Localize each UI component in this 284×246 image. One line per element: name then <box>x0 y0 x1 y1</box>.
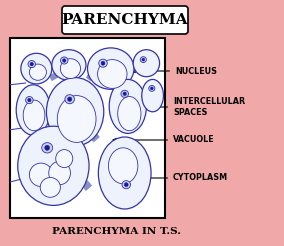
Polygon shape <box>46 123 57 133</box>
Ellipse shape <box>60 59 81 78</box>
Ellipse shape <box>151 87 153 90</box>
Ellipse shape <box>60 57 68 64</box>
Ellipse shape <box>68 97 72 101</box>
Text: INTERCELLULAR
SPACES: INTERCELLULAR SPACES <box>116 97 245 117</box>
FancyBboxPatch shape <box>62 6 188 34</box>
Polygon shape <box>49 72 58 81</box>
Polygon shape <box>89 132 100 142</box>
Ellipse shape <box>42 143 53 153</box>
Ellipse shape <box>18 126 89 205</box>
Ellipse shape <box>46 77 104 146</box>
Ellipse shape <box>49 161 70 185</box>
Ellipse shape <box>62 59 66 62</box>
Ellipse shape <box>45 145 50 150</box>
Polygon shape <box>81 180 92 191</box>
Ellipse shape <box>16 85 50 135</box>
Text: NUCLEUS: NUCLEUS <box>132 66 217 76</box>
Polygon shape <box>86 72 95 81</box>
Ellipse shape <box>124 183 128 187</box>
Ellipse shape <box>28 98 31 102</box>
Ellipse shape <box>52 50 86 80</box>
Ellipse shape <box>40 178 60 197</box>
Ellipse shape <box>142 58 145 61</box>
Text: CYTOPLASM: CYTOPLASM <box>122 173 228 183</box>
Text: VACUOLE: VACUOLE <box>113 136 215 144</box>
Ellipse shape <box>98 60 127 88</box>
Ellipse shape <box>56 150 73 168</box>
Ellipse shape <box>149 85 155 91</box>
Ellipse shape <box>133 50 160 77</box>
Ellipse shape <box>99 59 107 67</box>
Ellipse shape <box>123 92 126 96</box>
Ellipse shape <box>142 79 164 112</box>
Ellipse shape <box>140 57 146 62</box>
Ellipse shape <box>21 53 52 84</box>
Ellipse shape <box>29 163 53 186</box>
Ellipse shape <box>26 96 33 104</box>
Text: PARENCHYMA: PARENCHYMA <box>62 13 188 27</box>
Ellipse shape <box>121 90 128 97</box>
Ellipse shape <box>98 137 151 209</box>
Ellipse shape <box>101 61 105 65</box>
Ellipse shape <box>122 181 131 189</box>
Ellipse shape <box>30 62 34 66</box>
Ellipse shape <box>29 64 46 80</box>
Ellipse shape <box>118 96 141 131</box>
Text: PARENCHYMA IN T.S.: PARENCHYMA IN T.S. <box>52 228 181 236</box>
Ellipse shape <box>108 148 138 184</box>
Ellipse shape <box>109 79 146 133</box>
Ellipse shape <box>23 100 45 131</box>
Ellipse shape <box>57 96 96 142</box>
Bar <box>10 38 165 218</box>
Ellipse shape <box>28 61 36 68</box>
Ellipse shape <box>65 95 74 104</box>
Ellipse shape <box>87 48 134 89</box>
